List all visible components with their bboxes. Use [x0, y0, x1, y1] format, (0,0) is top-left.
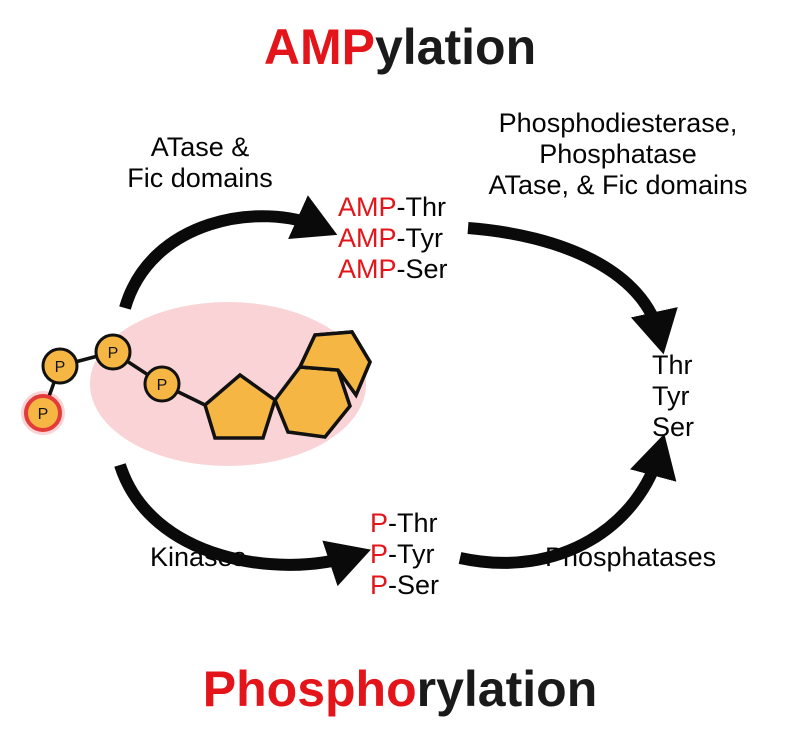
phosphate-1-label: P — [55, 359, 66, 376]
group-p: P-Thr P-Tyr P-Ser — [370, 508, 439, 601]
bond-p-outer — [43, 366, 60, 413]
title-phosphorylation: Phosphorylation — [0, 660, 800, 718]
phosphate-3-label: P — [157, 377, 168, 394]
highlight-ellipse — [90, 302, 366, 466]
bond-p2-p3 — [113, 352, 162, 384]
amp-tyr: AMP-Tyr — [338, 223, 448, 254]
label-kinases: Kinases — [150, 542, 246, 573]
base-hex2-fill — [300, 332, 370, 395]
label-pde-line2: Phosphatase — [539, 139, 697, 169]
arrow-top-right — [468, 228, 660, 338]
base-hex2 — [300, 332, 370, 395]
res-tyr: Tyr — [652, 381, 694, 412]
base-hex1 — [275, 367, 350, 437]
group-amp: AMP-Thr AMP-Tyr AMP-Ser — [338, 192, 448, 285]
group-residues: Thr Tyr Ser — [652, 350, 694, 443]
title-phosphorylation-suffix: rylation — [417, 661, 598, 717]
phosphate-2-label: P — [108, 345, 119, 362]
label-pde-line3: ATase, & Fic domains — [488, 170, 747, 200]
res-thr: Thr — [652, 350, 694, 381]
res-ser: Ser — [652, 412, 694, 443]
bond-p1-p2 — [60, 352, 113, 366]
label-pde-line1: Phosphodiesterase, — [499, 108, 738, 138]
label-atase-line2: Fic domains — [127, 163, 273, 193]
p-ser: P-Ser — [370, 570, 439, 601]
title-ampylation-prefix: AMP — [264, 19, 375, 75]
phosphate-1 — [43, 349, 77, 383]
sugar-pentagon — [205, 375, 275, 438]
label-atase-line1: ATase & — [151, 132, 250, 162]
title-phosphorylation-prefix: Phospho — [203, 661, 417, 717]
title-ampylation-suffix: ylation — [375, 19, 536, 75]
label-phosphatases: Phosphatases — [545, 542, 716, 573]
amp-ser: AMP-Ser — [338, 254, 448, 285]
highlight-circle — [21, 391, 65, 435]
phosphate-outer-label: P — [38, 406, 49, 423]
label-atase-fic: ATase & Fic domains — [100, 132, 300, 194]
phosphate-outer — [26, 396, 60, 430]
arrow-top-left — [125, 216, 322, 308]
label-pde: Phosphodiesterase, Phosphatase ATase, & … — [468, 108, 768, 201]
phosphate-2 — [96, 335, 130, 369]
p-thr: P-Thr — [370, 508, 439, 539]
p-tyr: P-Tyr — [370, 539, 439, 570]
phosphate-3 — [145, 367, 179, 401]
bond-p3-sugar — [162, 384, 205, 405]
title-ampylation: AMPylation — [0, 18, 800, 76]
amp-thr: AMP-Thr — [338, 192, 448, 223]
